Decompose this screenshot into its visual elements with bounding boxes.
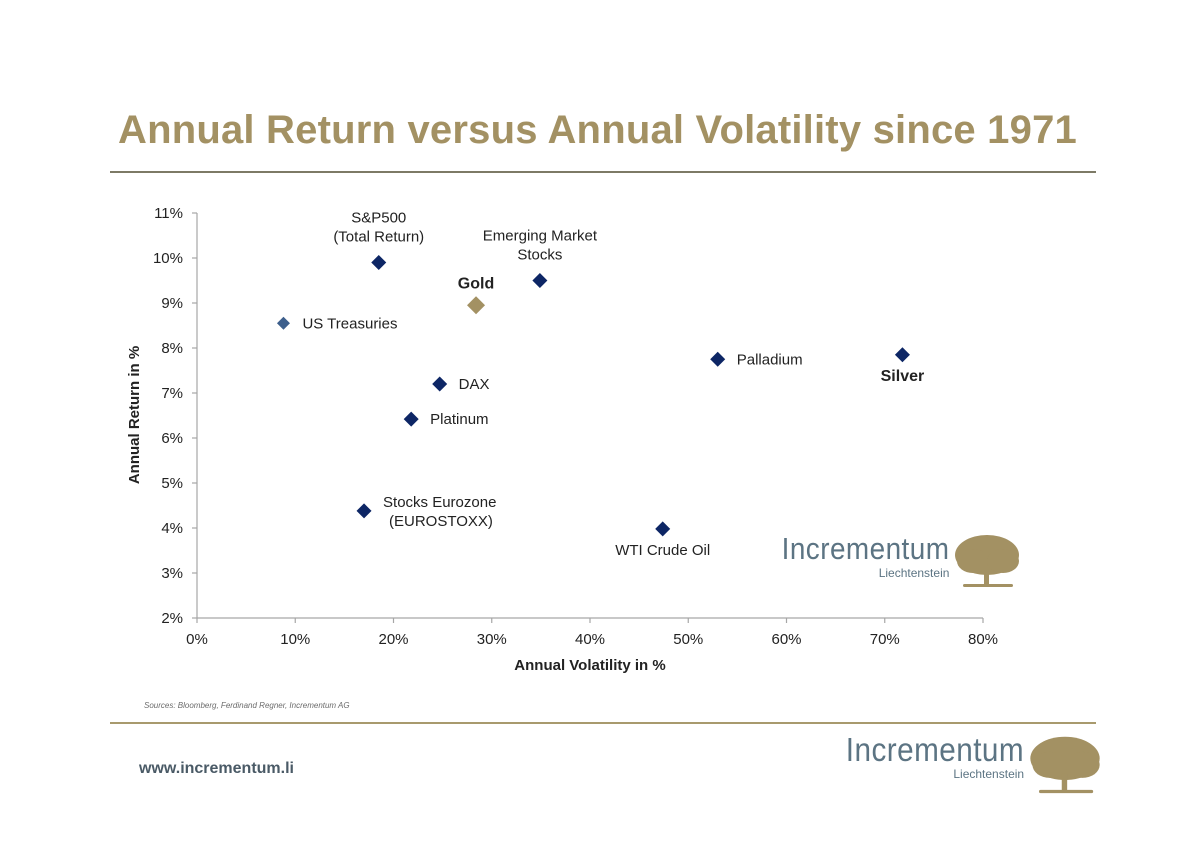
point-gold <box>467 296 486 315</box>
x-tick-label: 10% <box>280 631 310 648</box>
y-tick-label: 7% <box>161 385 183 402</box>
y-tick-label: 2% <box>161 610 183 627</box>
point-platinum <box>403 411 419 427</box>
point-palladium <box>710 351 726 367</box>
logo-name: Incrementum <box>781 531 950 566</box>
tree-icon <box>1030 736 1100 794</box>
point-label: Stocks <box>517 247 562 264</box>
incrementum-logo-chart: Incrementum Liechtenstein <box>763 533 1023 591</box>
point-label: (Total Return) <box>333 229 424 246</box>
y-tick-label: 11% <box>154 205 183 222</box>
x-tick-label: 40% <box>575 631 605 648</box>
point-label: Stocks Eurozone <box>383 494 496 511</box>
tree-icon <box>955 535 1020 587</box>
x-tick-label: 70% <box>870 631 900 648</box>
point-stocks-eurozone-eurostoxx <box>356 503 372 519</box>
point-label: Gold <box>458 275 494 292</box>
point-us-treasuries <box>276 316 290 330</box>
incrementum-logo-footer: Incrementum Liechtenstein <box>826 733 1104 799</box>
point-s-p500-total-return <box>371 255 387 270</box>
point-emerging-market-stocks <box>532 273 548 288</box>
x-tick-label: 50% <box>673 631 703 648</box>
logo-name: Incrementum <box>845 731 1025 768</box>
point-label: DAX <box>459 376 490 393</box>
y-tick-label: 9% <box>161 295 183 312</box>
point-silver <box>894 347 910 363</box>
x-tick-label: 0% <box>186 631 208 648</box>
scatter-chart: 0% 10% 20% 30% 40% 50% 60% 70% 80% 2% 3% 4% 5% 6% 7% 8%… <box>126 205 998 674</box>
point-label: (EUROSTOXX) <box>389 513 493 530</box>
y-tick-label: 8% <box>161 340 183 357</box>
website-link[interactable]: www.incrementum.li <box>139 760 294 777</box>
logo-subtitle: Liechtenstein <box>878 566 950 580</box>
point-label: Palladium <box>737 351 803 368</box>
sources-note: Sources: Bloomberg, Ferdinand Regner, In… <box>144 701 350 710</box>
x-axis-label: Annual Volatility in % <box>514 657 665 674</box>
x-tick-label: 80% <box>968 631 998 648</box>
logo-subtitle: Liechtenstein <box>953 767 1025 781</box>
y-tick-label: 10% <box>153 250 183 267</box>
title-divider <box>110 171 1096 173</box>
y-tick-label: 4% <box>161 520 183 537</box>
page-title: Annual Return versus Annual Volatility s… <box>118 108 1077 152</box>
point-label: Platinum <box>430 411 488 428</box>
y-tick-label: 3% <box>161 565 183 582</box>
y-tick-label: 6% <box>161 430 183 447</box>
footer-divider <box>110 722 1096 724</box>
chart-points: S&P500 (Total Return) Emerging Market Stock… <box>276 210 925 559</box>
x-tick-label: 20% <box>378 631 408 648</box>
chart-axes: 0% 10% 20% 30% 40% 50% 60% 70% 80% 2% 3% 4% 5% 6% 7% 8%… <box>153 205 998 648</box>
x-tick-label: 60% <box>771 631 801 648</box>
point-label: Emerging Market <box>483 228 598 245</box>
point-label: Silver <box>881 368 925 385</box>
y-axis-label: Annual Return in % <box>126 346 143 484</box>
y-tick-label: 5% <box>161 475 183 492</box>
point-label: US Treasuries <box>302 315 397 332</box>
point-label: S&P500 <box>351 210 406 227</box>
point-wti-crude-oil <box>655 521 671 537</box>
x-tick-label: 30% <box>477 631 507 648</box>
point-dax <box>432 376 448 392</box>
point-label: WTI Crude Oil <box>615 542 710 559</box>
